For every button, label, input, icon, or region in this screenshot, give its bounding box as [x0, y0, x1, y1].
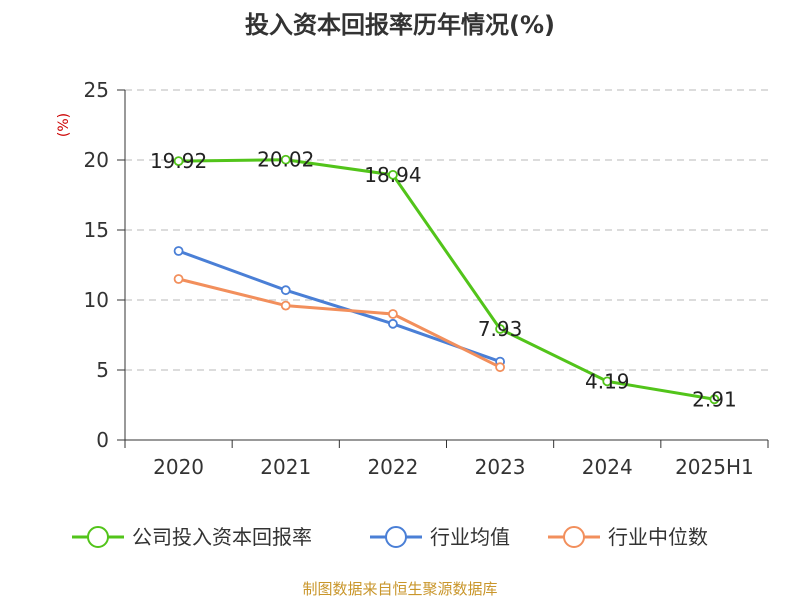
x-tick-label: 2025H1	[675, 455, 754, 479]
legend-marker-icon	[563, 526, 585, 548]
data-point-2	[495, 362, 505, 373]
data-point-2	[280, 300, 291, 311]
source-note: 制图数据来自恒生聚源数据库	[302, 580, 497, 598]
x-tick-label: 2023	[475, 455, 526, 479]
y-tick-label: 15	[84, 218, 109, 242]
legend: 公司投入资本回报率 行业均值 行业中位数	[72, 525, 708, 549]
series-line-1	[177, 249, 502, 364]
data-point-0	[709, 394, 720, 405]
legend-item-2[interactable]: 行业中位数	[548, 525, 708, 549]
data-label: 2.91	[692, 387, 737, 411]
series-lines	[173, 154, 720, 405]
legend-label: 公司投入资本回报率	[132, 525, 312, 549]
x-tick-label: 2020	[153, 455, 204, 479]
legend-label: 行业均值	[430, 525, 510, 549]
legend-item-0[interactable]: 公司投入资本回报率	[72, 525, 312, 549]
data-point-1	[173, 246, 184, 256]
data-label: 19.92	[150, 149, 207, 173]
data-point-1	[388, 318, 398, 329]
chart-title: 投入资本回报率历年情况(%)	[245, 11, 555, 39]
data-point-0	[388, 169, 398, 180]
gridlines	[125, 89, 768, 371]
legend-marker-icon	[87, 526, 109, 548]
data-labels: 19.92 20.02 18.94 7.93 4.19 2.91	[150, 148, 737, 412]
data-point-2	[173, 274, 184, 284]
data-label: 18.94	[364, 163, 421, 187]
legend-label: 行业中位数	[608, 525, 708, 549]
data-point-1	[280, 285, 291, 296]
data-label: 4.19	[585, 369, 630, 393]
data-point-0	[280, 154, 291, 165]
series-line-0	[177, 158, 716, 401]
y-tick-label: 0	[96, 428, 109, 452]
legend-item-1[interactable]: 行业均值	[370, 525, 510, 549]
data-label: 20.02	[257, 148, 314, 172]
data-label: 7.93	[478, 317, 523, 341]
y-tick-label: 10	[84, 288, 109, 312]
y-tick-label: 20	[84, 148, 109, 172]
series-line-2	[177, 277, 502, 369]
data-point-0	[495, 324, 505, 334]
y-axis-unit-label: (%)	[56, 113, 72, 137]
x-tick-label: 2021	[260, 455, 311, 479]
y-tick-label: 25	[84, 78, 109, 102]
data-point-0	[602, 376, 613, 387]
x-tick-label: 2024	[582, 455, 633, 479]
y-tick-label: 5	[96, 358, 109, 382]
data-point-0	[173, 156, 184, 167]
x-tick-label: 2022	[367, 455, 418, 479]
axes: 0 5 10 15 20 25 2020 2021 2022 2023 2024 2025H1	[84, 78, 769, 479]
data-point-2	[388, 309, 398, 319]
legend-marker-icon	[385, 526, 407, 548]
